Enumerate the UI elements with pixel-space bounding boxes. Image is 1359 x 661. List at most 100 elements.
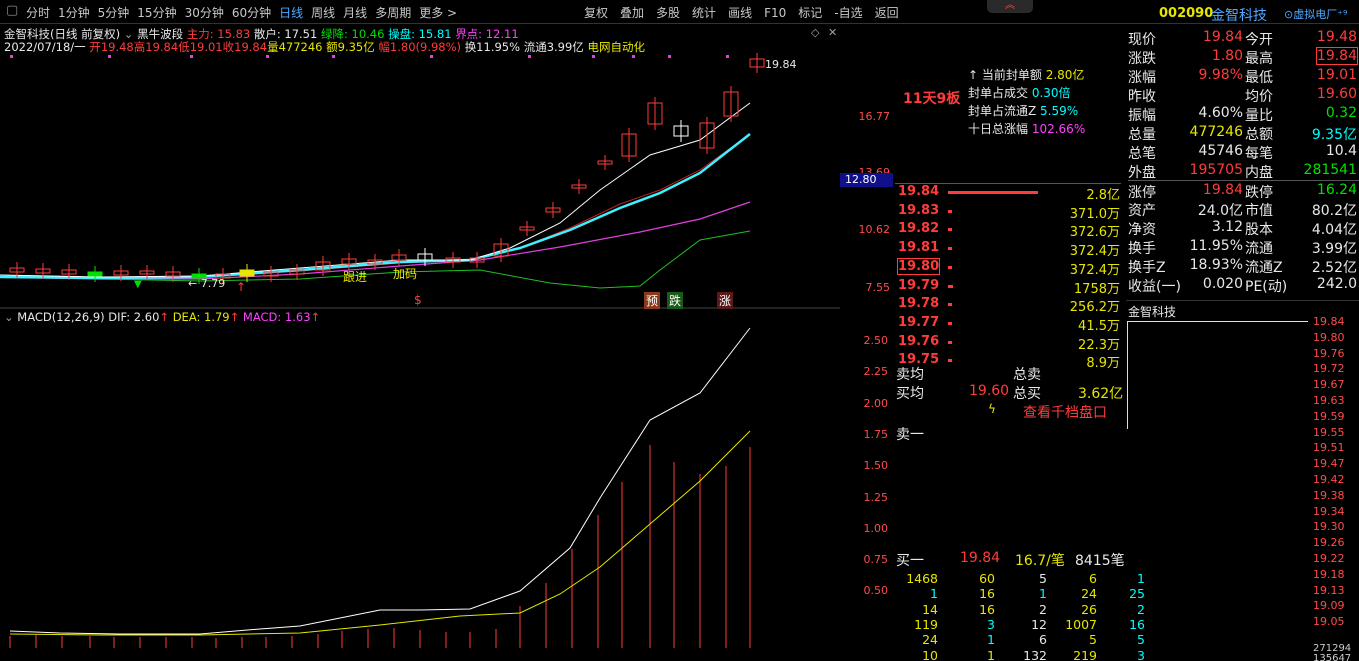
candle-body [417,253,433,261]
ask-price: 19.75 [898,352,940,368]
ask-row[interactable]: 19.78 256.2万 [896,296,1122,315]
quote-label: 流通Z [1245,260,1283,276]
jiedian-value: 界点: 12.11 [455,27,519,41]
quote-row: 外盘 195705 内盘 281541 [1128,161,1359,181]
ask-row[interactable]: 19.84 2.8亿 [895,183,1122,203]
period-tab[interactable]: 15分钟 [137,6,177,20]
ask-price: 19.76 [898,333,940,349]
quote-label: 流通 [1245,241,1273,257]
ask-volume: 371.0万 [1069,206,1120,222]
ask-row[interactable]: 19.81 372.4万 [896,240,1122,259]
mini-axis-tick: 19.80 [1313,330,1345,344]
ask-row[interactable]: 19.79 1758万 [896,278,1122,297]
ask-row[interactable]: 19.83 371.0万 [896,203,1122,222]
queue-cell: 26 [1081,601,1097,617]
kline-chart[interactable] [0,48,840,661]
period-tab[interactable]: 月线 [343,6,368,20]
queue-cell: 1007 [1065,616,1097,632]
diamond-icon[interactable]: ◇ [811,26,820,39]
indicator-name[interactable]: 黑牛波段 [137,27,184,41]
sanhu-value: 散户: 17.51 [253,27,318,41]
mini-axis-tick: 19.18 [1313,567,1345,581]
candle-body [723,91,739,117]
up-arrow-icon: ↑ [229,310,240,324]
seal-row: 十日总涨幅 102.66% [968,120,1085,138]
quote-label: 资产 [1128,203,1156,219]
price-axis-tick: 10.62 [858,223,891,236]
period-tab[interactable]: 30分钟 [184,6,224,20]
plugin-link[interactable]: ⊙虚拟电厂⁺⁹ [1284,8,1348,21]
mini-axis-tick: 19.42 [1313,473,1345,486]
macd-title[interactable]: MACD(12,26,9) [17,310,105,324]
queue-cell: 1 [987,647,995,661]
view-depth-link[interactable]: 查看千档盘口 [1023,405,1107,421]
ask-row[interactable]: 19.76 22.3万 [896,333,1122,353]
buy1-per-trade: 16.7/笔 [1015,553,1065,569]
period-tab[interactable]: 1分钟 [58,6,90,20]
candle-body [191,273,207,279]
period-tab[interactable]: 分时 [26,6,51,20]
candle-body [699,122,715,149]
quote-row: 换手Z 18.93% 流通Z 2.52亿 [1128,256,1359,276]
quote-label: 跌停 [1245,185,1273,201]
action-button[interactable]: 多股 [656,6,681,20]
close-icon[interactable]: ✕ [828,26,838,39]
quote-value: 1.80 [1211,48,1243,64]
ask-volume: 41.5万 [1078,318,1120,334]
action-button[interactable]: -自选 [834,6,863,20]
ask-row[interactable]: 19.77 41.5万 [896,315,1122,334]
queue-cell: 132 [1023,647,1047,661]
quote-label: 总额 [1245,127,1273,143]
total-sell-label: 总卖 [1013,367,1041,383]
mini-axis-tick: 19.38 [1313,488,1345,502]
period-tab[interactable]: 日线 [279,6,304,20]
action-button[interactable]: 复权 [584,6,609,20]
period-tab[interactable]: 周线 [311,6,336,20]
macd-histogram [9,445,751,648]
mini-axis-tick: 19.55 [1313,425,1345,439]
ask-row[interactable]: 19.80 372.4万 [896,257,1122,278]
period-tabs: 分时 1分钟 5分钟 15分钟 30分钟 60分钟 日线 周线 月线 多周期 更多 > [26,4,465,21]
macd-dropdown-icon[interactable]: ⌄ [4,310,14,324]
period-tab[interactable]: 多周期 [375,6,412,20]
stock-name[interactable]: 金智科技 [1211,8,1267,24]
queue-cell: 119 [914,616,938,632]
action-button[interactable]: F10 [764,6,787,20]
period-tab[interactable]: 更多 > [419,6,458,20]
action-button[interactable]: 返回 [874,6,899,20]
seal-label: ↑ 当前封单额 [968,68,1046,82]
period-tab[interactable]: 60分钟 [231,6,272,20]
action-button[interactable]: 统计 [692,6,717,20]
caopan-value: 操盘: 15.81 [388,27,452,41]
menu-square-icon[interactable]: ▢ [6,3,19,18]
quote-label: 今开 [1245,32,1273,48]
ohlc-volume: 量477246 [267,40,323,54]
mini-axis-tick: 19.09 [1313,599,1345,613]
limit-streak: 11天9板 [903,91,961,107]
ask-row[interactable]: 19.75 8.9万 [896,352,1122,371]
signal-dot [190,55,193,58]
low-price-label: ← 7.79 [188,277,226,290]
high-price-label: 19.84 [765,58,797,71]
queue-cell: 2 [1137,601,1145,617]
queue-cell: 25 [1129,586,1145,602]
mini-axis-tick: 19.22 [1313,552,1345,565]
buy1-label: 买一 [896,553,924,569]
indicator-dropdown-icon[interactable]: ⌄ [123,27,134,41]
collapse-icon[interactable]: ︽ [987,0,1033,13]
quote-value: 10.4 [1325,143,1357,159]
ask-row[interactable]: 19.82 372.6万 [896,221,1122,240]
action-button[interactable]: 画线 [728,6,753,20]
ohlc-concept[interactable]: 电网自动化 [587,40,645,54]
annotation-jiama: 加码 [393,267,418,281]
ask-volume-bar [948,340,952,344]
period-tab[interactable]: 5分钟 [97,6,130,20]
queue-cell: 24 [922,632,938,648]
action-button[interactable]: 标记 [798,6,823,20]
action-button[interactable]: 叠加 [620,6,645,20]
signal-dot [10,55,13,58]
candle-body [289,269,305,275]
candle-body [9,267,25,273]
candle-body [113,270,129,276]
queue-cell: 24 [1081,586,1097,602]
